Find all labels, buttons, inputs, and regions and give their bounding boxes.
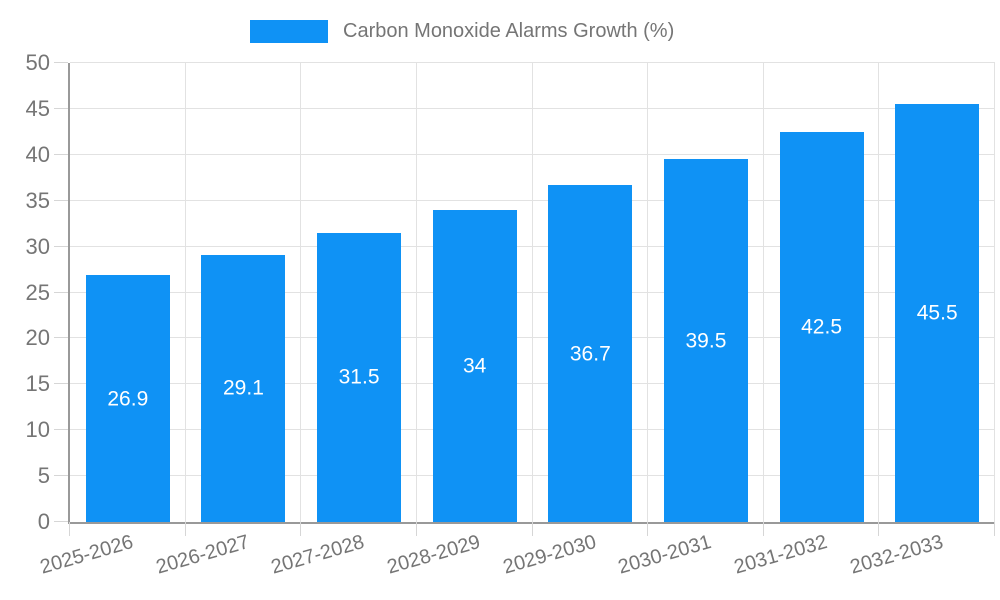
y-tick-mark — [54, 107, 68, 109]
x-tick-mark — [531, 522, 533, 536]
y-axis-tick-label: 20 — [25, 325, 50, 351]
y-tick-mark — [54, 153, 68, 155]
x-axis-category-label: 2031-2032 — [731, 531, 830, 579]
x-gridline — [415, 63, 417, 522]
y-gridline — [70, 429, 995, 431]
y-tick-mark — [54, 475, 68, 477]
bar[interactable]: 26.9 — [85, 275, 170, 522]
y-tick-mark — [54, 383, 68, 385]
y-axis-tick-label: 50 — [25, 50, 50, 75]
bar[interactable]: 31.5 — [317, 232, 402, 522]
bar[interactable]: 45.5 — [895, 104, 980, 522]
y-axis-tick-label: 25 — [25, 279, 50, 305]
y-axis-tick-label: 35 — [25, 187, 50, 213]
x-tick-mark — [415, 522, 417, 536]
y-axis-tick-label: 5 — [37, 463, 50, 489]
bar[interactable]: 34 — [432, 209, 517, 522]
y-tick-mark — [54, 291, 68, 293]
y-axis-tick-label: 45 — [25, 95, 50, 121]
x-axis-category-label: 2028-2029 — [384, 531, 483, 579]
x-tick-mark — [184, 522, 186, 536]
x-gridline — [184, 63, 186, 522]
x-tick-mark — [994, 522, 995, 536]
y-gridline — [70, 245, 995, 247]
y-axis-tick-label: 30 — [25, 233, 50, 259]
y-gridline — [70, 199, 995, 201]
x-gridline — [878, 63, 880, 522]
legend-label: Carbon Monoxide Alarms Growth (%) — [343, 20, 675, 42]
y-tick-mark — [54, 245, 68, 247]
x-gridline — [994, 63, 995, 522]
x-axis-category-label: 2026-2027 — [153, 531, 252, 579]
y-tick-mark — [54, 199, 68, 201]
x-tick-mark — [69, 522, 70, 536]
y-gridline — [70, 291, 995, 293]
y-tick-mark — [54, 429, 68, 431]
y-axis-tick-label: 40 — [25, 141, 50, 167]
x-axis-category-label: 2029-2030 — [500, 531, 599, 579]
legend-item[interactable]: Carbon Monoxide Alarms Growth (%) — [250, 20, 674, 43]
y-tick-mark — [54, 337, 68, 339]
x-tick-mark — [878, 522, 880, 536]
bar-value-label: 39.5 — [685, 329, 727, 353]
y-axis-tick-label: 10 — [25, 417, 50, 443]
y-gridline — [70, 62, 995, 63]
y-tick-mark — [54, 62, 68, 63]
x-gridline — [647, 63, 649, 522]
bar[interactable]: 39.5 — [663, 159, 748, 522]
bar-value-label: 36.7 — [569, 342, 611, 366]
bar-value-label: 42.5 — [801, 315, 842, 339]
bar-value-label: 31.5 — [338, 365, 380, 389]
y-gridline — [70, 153, 995, 155]
y-gridline — [70, 475, 995, 477]
x-tick-mark — [300, 522, 302, 536]
x-axis-category-label: 2030-2031 — [615, 531, 715, 579]
y-axis-tick-label: 0 — [37, 509, 50, 534]
bar[interactable]: 42.5 — [779, 131, 864, 522]
y-gridline — [70, 383, 995, 385]
bar-value-label: 34 — [463, 354, 487, 378]
x-gridline — [762, 63, 764, 522]
x-axis-category-label: 2027-2028 — [269, 531, 368, 579]
x-gridline — [531, 63, 533, 522]
bar[interactable]: 29.1 — [201, 254, 286, 522]
x-axis-category-label: 2032-2033 — [847, 531, 946, 579]
y-axis-tick-label: 15 — [25, 371, 50, 397]
bar[interactable]: 36.7 — [548, 185, 633, 522]
bar-value-label: 29.1 — [223, 376, 264, 400]
x-axis-category-label: 2025-2026 — [37, 531, 136, 579]
y-gridline — [70, 107, 995, 109]
x-tick-mark — [762, 522, 764, 536]
bar-value-label: 26.9 — [107, 387, 149, 411]
x-tick-mark — [647, 522, 649, 536]
y-gridline — [70, 337, 995, 339]
legend-swatch — [250, 20, 328, 43]
bar-value-label: 45.5 — [916, 301, 958, 325]
x-gridline — [300, 63, 302, 522]
y-tick-mark — [54, 521, 68, 522]
plot-area: 0 5 10 15 20 25 30 35 40 45 50 26.9 29.1 31.5 34 36.7 39… — [26, 52, 995, 536]
